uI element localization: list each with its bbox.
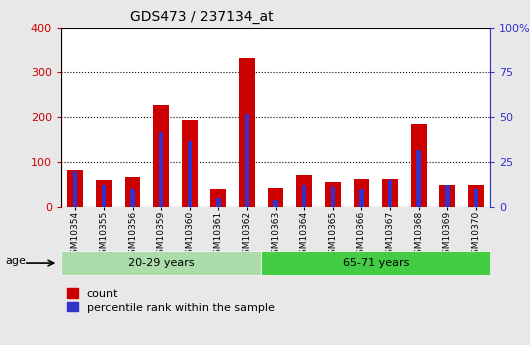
Text: age: age [5, 256, 26, 266]
Bar [216, 198, 220, 207]
Bar [261, 252, 490, 275]
Bar [325, 182, 341, 207]
Bar [268, 188, 284, 207]
Text: 65-71 years: 65-71 years [342, 258, 409, 267]
Bar [188, 141, 192, 207]
Bar [445, 186, 449, 207]
Bar [302, 186, 306, 207]
Bar [159, 132, 163, 207]
Bar [61, 252, 261, 275]
Bar [474, 189, 478, 207]
Bar [468, 186, 484, 207]
Bar [153, 105, 169, 207]
Bar [125, 177, 140, 207]
Bar [359, 189, 364, 207]
Bar [130, 189, 135, 207]
Bar [296, 175, 312, 207]
Bar [388, 180, 392, 207]
Legend: count, percentile rank within the sample: count, percentile rank within the sample [66, 288, 275, 313]
Bar [411, 124, 427, 207]
Bar [331, 187, 335, 207]
Bar [382, 179, 398, 207]
Bar [439, 185, 455, 207]
Bar [182, 120, 198, 207]
Bar [210, 189, 226, 207]
Text: GDS473 / 237134_at: GDS473 / 237134_at [130, 10, 273, 24]
Text: 20-29 years: 20-29 years [128, 258, 195, 267]
Bar [273, 200, 278, 207]
Bar [354, 179, 369, 207]
Bar [96, 180, 112, 207]
Bar [245, 114, 249, 207]
Bar [417, 150, 421, 207]
Bar [73, 171, 77, 207]
Bar [239, 58, 255, 207]
Bar [67, 170, 83, 207]
Bar [102, 186, 106, 207]
